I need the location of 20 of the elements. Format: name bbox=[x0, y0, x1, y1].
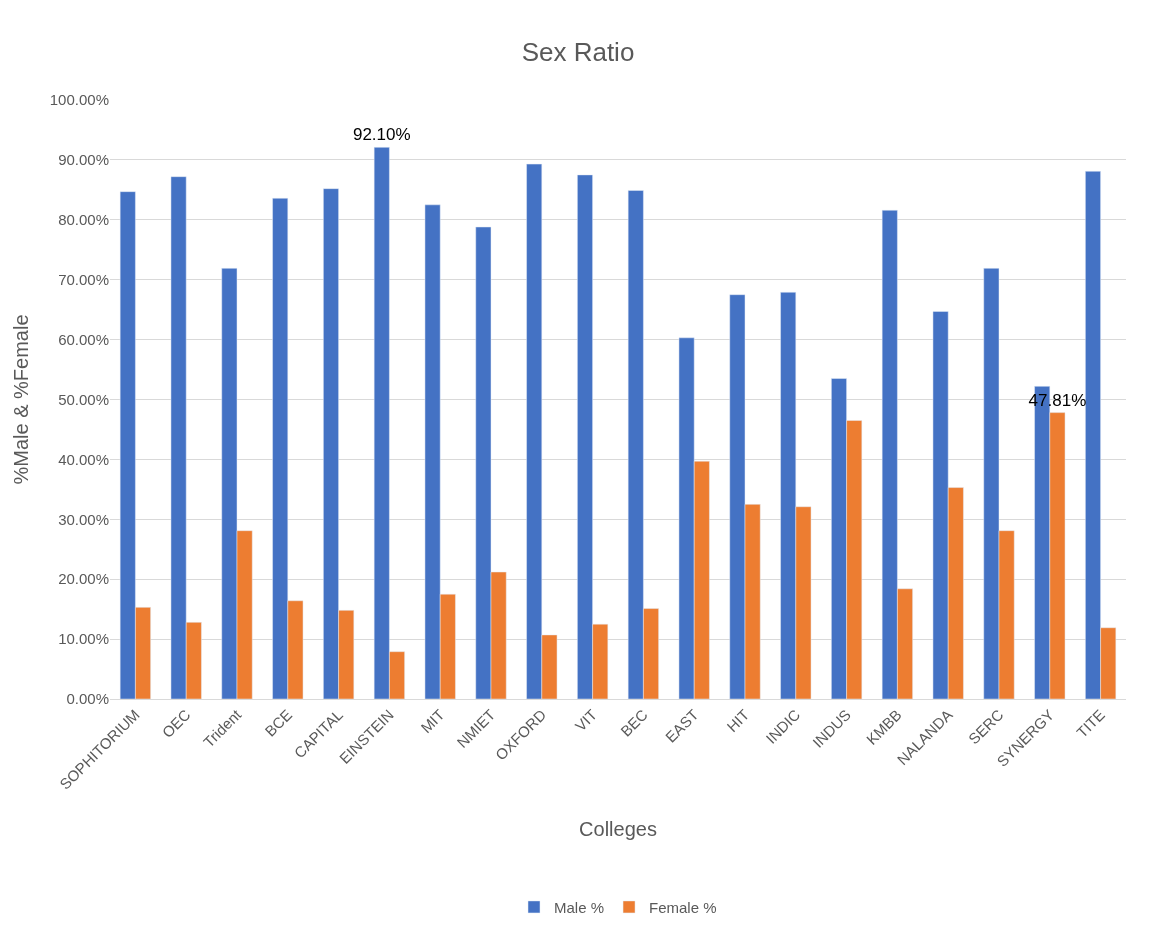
y-tick-label: 20.00% bbox=[58, 570, 109, 588]
y-tick-label: 50.00% bbox=[58, 390, 109, 408]
y-tick-label: 0.00% bbox=[66, 690, 109, 708]
y-tick-label: 30.00% bbox=[58, 510, 109, 528]
x-axis-title: Colleges bbox=[579, 818, 657, 841]
y-axis-title: %Male & %Female bbox=[10, 314, 33, 485]
data-label: 92.10% bbox=[352, 125, 411, 145]
x-tick-label: MIT bbox=[417, 705, 448, 737]
legend-label: Female % bbox=[649, 898, 717, 916]
y-tick-label: 40.00% bbox=[58, 450, 109, 468]
chart-title: Sex Ratio bbox=[521, 36, 635, 67]
y-tick-label: 10.00% bbox=[58, 630, 109, 648]
x-tick-label: VIT bbox=[571, 705, 601, 735]
x-tick-label: HIT bbox=[723, 705, 753, 736]
y-tick-label: 70.00% bbox=[58, 270, 109, 288]
y-tick-label: 90.00% bbox=[58, 151, 109, 169]
y-tick-label: 100.00% bbox=[49, 91, 109, 109]
legend-label: Male % bbox=[554, 898, 605, 916]
y-tick-label: 60.00% bbox=[58, 330, 109, 348]
y-tick-label: 80.00% bbox=[58, 211, 109, 229]
